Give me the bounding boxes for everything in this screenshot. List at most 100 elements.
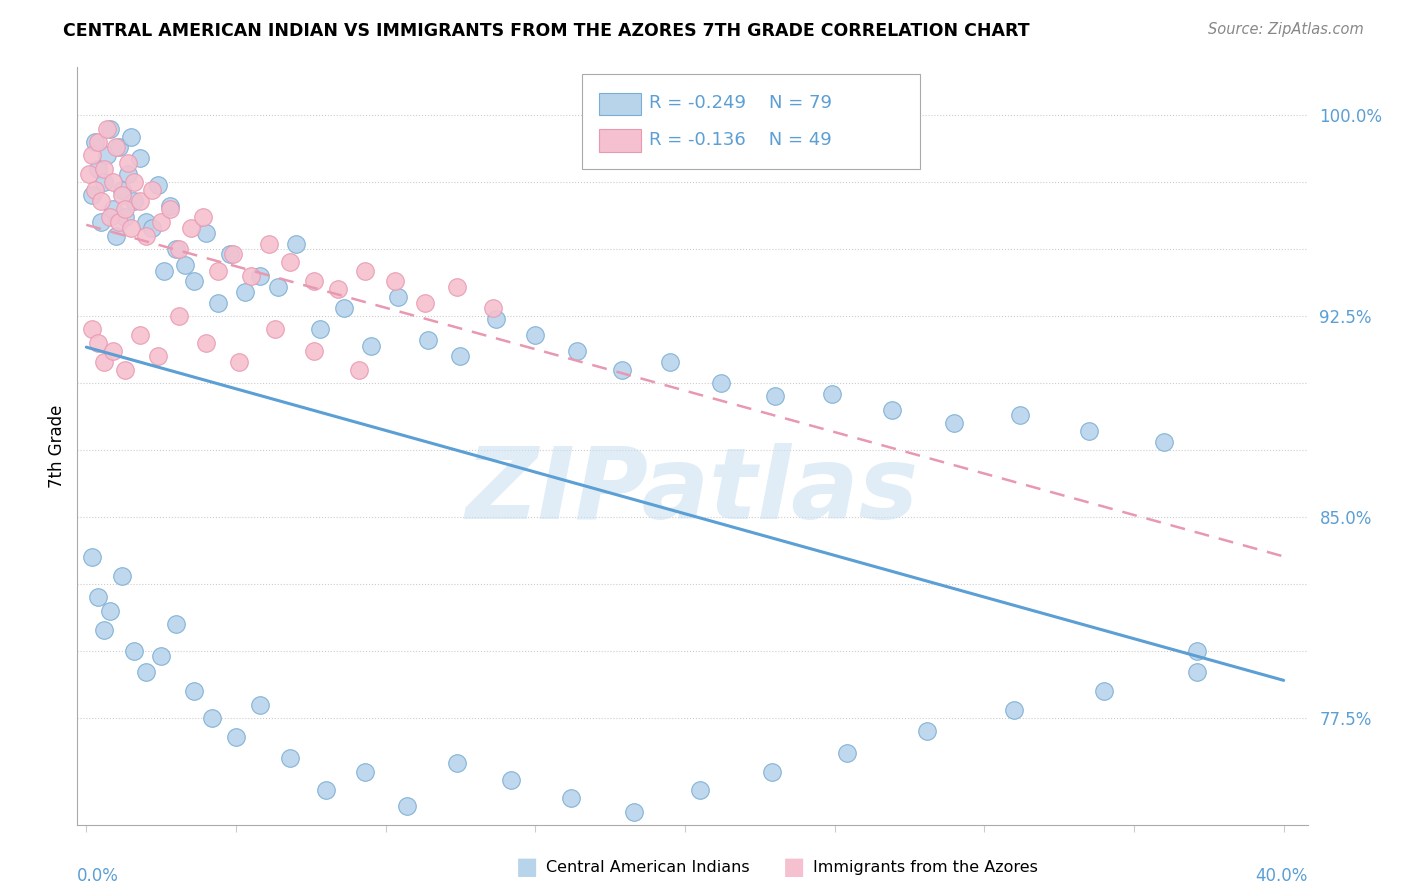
Text: R = -0.136    N = 49: R = -0.136 N = 49 <box>650 131 832 149</box>
Point <box>165 242 187 256</box>
Point <box>117 156 139 170</box>
Point <box>384 274 406 288</box>
Point <box>122 175 145 189</box>
Point <box>278 255 301 269</box>
Point <box>105 140 128 154</box>
Point <box>395 799 418 814</box>
Point <box>122 644 145 658</box>
Point <box>135 215 157 229</box>
Point <box>87 591 110 605</box>
Point <box>129 151 152 165</box>
Point <box>560 791 582 805</box>
Point <box>249 698 271 712</box>
Text: 0.0%: 0.0% <box>77 867 120 885</box>
Text: Immigrants from the Azores: Immigrants from the Azores <box>813 860 1038 874</box>
Point <box>98 121 121 136</box>
Point <box>387 290 409 304</box>
Point <box>111 183 134 197</box>
Point <box>623 805 645 819</box>
Point <box>82 550 104 565</box>
Point <box>90 194 112 208</box>
Point <box>87 335 110 350</box>
Point <box>93 175 115 189</box>
Point <box>450 349 472 363</box>
Point <box>249 268 271 283</box>
Point <box>689 783 711 797</box>
Text: R = -0.249    N = 79: R = -0.249 N = 79 <box>650 95 832 112</box>
Point <box>150 215 173 229</box>
Point <box>191 210 214 224</box>
Point <box>167 309 190 323</box>
Point <box>207 295 229 310</box>
Point <box>129 194 152 208</box>
Point <box>416 333 439 347</box>
Point <box>103 175 125 189</box>
Point <box>446 756 468 771</box>
Point <box>943 416 966 430</box>
Point <box>1092 684 1115 698</box>
Point <box>353 764 375 779</box>
Point <box>82 188 104 202</box>
Point <box>141 220 163 235</box>
Point <box>880 402 903 417</box>
Point <box>82 148 104 162</box>
Point <box>659 354 682 368</box>
Point <box>267 279 290 293</box>
Point <box>122 194 145 208</box>
Point <box>108 140 131 154</box>
Point <box>347 362 370 376</box>
Point <box>96 148 118 162</box>
Text: Central American Indians: Central American Indians <box>546 860 749 874</box>
Point <box>159 202 181 216</box>
Point <box>90 215 112 229</box>
FancyBboxPatch shape <box>599 129 641 152</box>
Point <box>114 362 136 376</box>
Point <box>183 684 205 698</box>
Point <box>239 268 262 283</box>
Point <box>111 569 134 583</box>
Point <box>129 327 152 342</box>
Point <box>153 263 176 277</box>
Point <box>103 202 125 216</box>
Point <box>446 279 468 293</box>
Point <box>150 649 173 664</box>
Point <box>1002 703 1025 717</box>
Point <box>835 746 858 760</box>
Point <box>233 285 256 299</box>
Point <box>98 210 121 224</box>
Point <box>219 247 242 261</box>
Point <box>257 236 280 251</box>
Point <box>79 167 101 181</box>
Point <box>195 226 218 240</box>
Point <box>761 764 783 779</box>
Point <box>222 247 245 261</box>
Point <box>1185 665 1208 680</box>
Point <box>165 617 187 632</box>
Point <box>103 343 125 358</box>
Text: ■: ■ <box>783 855 806 879</box>
Point <box>820 386 842 401</box>
FancyBboxPatch shape <box>582 75 920 169</box>
Point <box>159 199 181 213</box>
Text: ■: ■ <box>516 855 538 879</box>
Point <box>360 338 382 352</box>
Point <box>167 242 190 256</box>
Text: CENTRAL AMERICAN INDIAN VS IMMIGRANTS FROM THE AZORES 7TH GRADE CORRELATION CHAR: CENTRAL AMERICAN INDIAN VS IMMIGRANTS FR… <box>63 22 1029 40</box>
Point <box>146 178 169 192</box>
Point <box>87 135 110 149</box>
Point <box>278 751 301 765</box>
Point <box>284 236 307 251</box>
Point <box>315 783 337 797</box>
Point <box>174 258 197 272</box>
Text: 40.0%: 40.0% <box>1256 867 1308 885</box>
Point <box>207 263 229 277</box>
Point <box>93 623 115 637</box>
Point <box>763 389 786 403</box>
Point <box>710 376 733 390</box>
Point <box>114 210 136 224</box>
Y-axis label: 7th Grade: 7th Grade <box>48 404 66 488</box>
Point <box>108 215 131 229</box>
Point <box>482 301 505 315</box>
Point <box>225 730 247 744</box>
Point <box>135 665 157 680</box>
